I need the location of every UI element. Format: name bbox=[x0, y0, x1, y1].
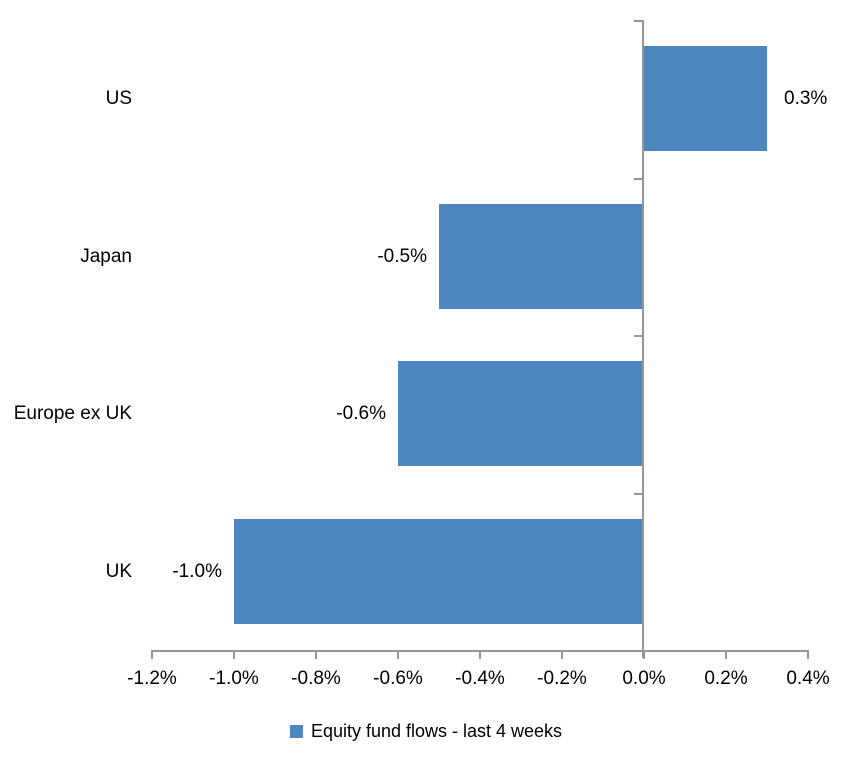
category-label: Europe ex UK bbox=[13, 403, 132, 425]
bar bbox=[398, 361, 644, 467]
x-axis-tick bbox=[233, 650, 235, 659]
x-axis-tick bbox=[479, 650, 481, 659]
y-axis-line bbox=[642, 20, 644, 658]
x-axis-tick-label: 0.4% bbox=[786, 668, 830, 689]
legend: Equity fund flows - last 4 weeks bbox=[289, 721, 563, 741]
x-axis-tick bbox=[643, 650, 645, 659]
x-axis-tick bbox=[807, 650, 809, 659]
legend-label: Equity fund flows - last 4 weeks bbox=[310, 721, 563, 741]
x-axis-tick-label: -0.2% bbox=[537, 668, 587, 689]
x-axis-tick-label: -0.8% bbox=[291, 668, 341, 689]
y-axis-tick bbox=[634, 492, 642, 495]
x-axis-tick bbox=[725, 650, 727, 659]
y-axis-tick bbox=[634, 177, 642, 180]
category-label: UK bbox=[105, 560, 132, 582]
x-axis-line bbox=[152, 650, 808, 652]
data-label: -0.5% bbox=[377, 245, 427, 267]
y-axis-tick bbox=[634, 335, 642, 337]
x-axis-tick-label: -1.2% bbox=[127, 668, 177, 689]
data-label: 0.3% bbox=[784, 88, 828, 110]
bar bbox=[234, 518, 644, 624]
category-label: US bbox=[105, 88, 132, 110]
x-axis-tick-label: 0.0% bbox=[622, 668, 666, 689]
category-label: Japan bbox=[80, 245, 132, 267]
x-axis-tick-label: -0.4% bbox=[455, 668, 505, 689]
x-axis-tick bbox=[397, 650, 399, 659]
x-axis-tick-label: -1.0% bbox=[209, 668, 259, 689]
y-axis-tick bbox=[634, 20, 642, 22]
x-axis-tick bbox=[561, 650, 563, 659]
legend-swatch-icon bbox=[289, 724, 303, 738]
bar bbox=[644, 46, 767, 152]
bar bbox=[439, 203, 644, 309]
x-axis-tick-label: 0.2% bbox=[704, 668, 748, 689]
x-axis-tick bbox=[315, 650, 317, 659]
data-label: -1.0% bbox=[172, 560, 222, 582]
x-axis-tick bbox=[151, 650, 153, 659]
data-label: -0.6% bbox=[336, 403, 386, 425]
x-axis-tick-label: -0.6% bbox=[373, 668, 423, 689]
